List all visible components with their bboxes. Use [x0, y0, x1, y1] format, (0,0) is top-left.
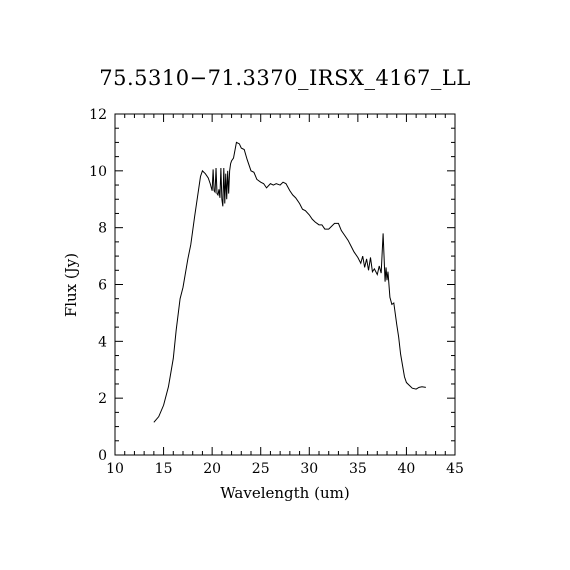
x-tick-label: 20 — [203, 461, 221, 477]
tick-marks — [114, 113, 456, 456]
y-tick-label: 10 — [89, 164, 107, 180]
flux-series-line — [153, 141, 426, 423]
plot-frame — [114, 113, 456, 456]
x-tick-label: 25 — [252, 461, 270, 477]
y-tick-label: 6 — [98, 278, 107, 294]
chart-title: 75.5310−71.3370_IRSX_4167_LL — [99, 66, 471, 90]
x-tick-label: 35 — [349, 461, 367, 477]
x-tick-label: 30 — [300, 461, 318, 477]
x-tick-label: 15 — [155, 461, 173, 477]
x-tick-label: 10 — [106, 461, 124, 477]
tick-labels: 10 15 20 25 30 35 40 45 0 2 4 6 8 10 12 — [89, 107, 464, 477]
x-axis-label: Wavelength (um) — [220, 484, 349, 502]
y-axis-label: Flux (Jy) — [62, 253, 80, 317]
y-tick-label: 2 — [98, 391, 107, 407]
y-tick-label: 12 — [89, 107, 107, 123]
y-tick-label: 0 — [98, 448, 107, 464]
x-tick-label: 40 — [398, 461, 416, 477]
y-tick-label: 4 — [98, 334, 107, 350]
y-tick-label: 8 — [98, 221, 107, 237]
x-tick-label: 45 — [446, 461, 464, 477]
